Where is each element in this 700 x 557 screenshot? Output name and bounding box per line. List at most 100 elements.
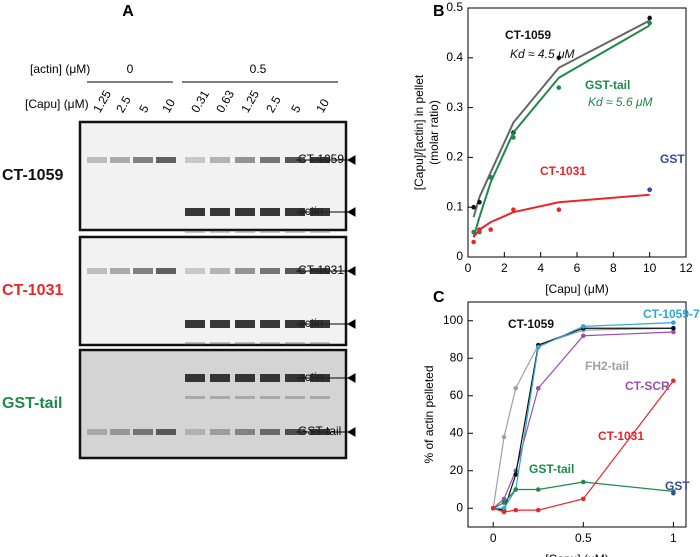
band [210, 429, 230, 435]
data-point [471, 229, 476, 235]
x-tick-label: 0 [490, 531, 497, 545]
y-tick-label: 0.4 [446, 50, 463, 64]
lane-label: 0.31 [188, 88, 212, 116]
band [110, 157, 130, 163]
group-label: 0.5 [250, 62, 267, 76]
gel-label: CT-1059 [2, 167, 63, 184]
band [185, 342, 205, 345]
lane-label: 1.25 [238, 88, 262, 116]
data-point [581, 479, 586, 485]
data-point [535, 487, 541, 492]
band [260, 320, 280, 328]
band [156, 429, 176, 435]
band [310, 208, 330, 216]
data-point [488, 227, 494, 232]
band [87, 157, 107, 163]
gel-label: CT-1031 [2, 282, 63, 299]
band [185, 374, 205, 382]
data-point [647, 187, 652, 193]
series-label: GST-tail [585, 78, 630, 92]
band [310, 320, 330, 328]
data-point [471, 239, 476, 245]
plot-frame [467, 301, 687, 528]
data-point [581, 496, 586, 502]
band [235, 208, 255, 216]
data-point [671, 320, 676, 325]
data-point [471, 204, 476, 210]
x-tick-label: 8 [610, 261, 617, 275]
plot-frame [467, 7, 687, 258]
data-point [581, 333, 586, 339]
band [285, 374, 305, 382]
data-point [671, 378, 676, 384]
x-tick-label: 2 [501, 261, 508, 275]
band [285, 230, 305, 233]
lane-label: 1.25 [90, 88, 114, 116]
data-point [513, 487, 519, 492]
band [260, 230, 280, 233]
data-point [535, 507, 541, 513]
band [210, 342, 230, 345]
band [133, 268, 153, 274]
data-point [671, 325, 676, 331]
lane-label: 10 [313, 96, 332, 115]
lane-label: 5 [288, 102, 304, 115]
band [260, 268, 280, 274]
band [110, 429, 130, 435]
lane-label: 0.63 [213, 88, 237, 116]
band [235, 268, 255, 274]
lane-label: 2.5 [263, 93, 284, 115]
lane-label: 5 [136, 102, 152, 115]
series-label: CT-1031 [540, 164, 586, 178]
series-label: GST-tail [529, 462, 574, 476]
band [235, 396, 255, 399]
data-point [501, 505, 507, 511]
y-tick-label: 0 [456, 500, 463, 514]
band [285, 157, 305, 163]
annotation: Kd ≈ 5.6 μM [588, 95, 653, 109]
band [310, 429, 330, 435]
y-tick-label: 40 [450, 425, 464, 439]
data-point [535, 344, 541, 350]
y-axis-label: [Capu]/[actin] in pellet [412, 74, 426, 190]
band [260, 429, 280, 435]
series-line [492, 327, 674, 509]
data-point [647, 20, 652, 26]
band [185, 268, 205, 274]
series-label: GST [660, 152, 685, 166]
data-point [501, 509, 507, 515]
data-point [556, 55, 562, 61]
data-point [511, 135, 516, 140]
x-tick-label: 0 [465, 261, 472, 275]
series-line [492, 331, 674, 509]
series-label: CT-1059-706A [643, 307, 700, 321]
data-point [513, 472, 519, 477]
x-tick-label: 4 [537, 261, 544, 275]
band [235, 157, 255, 163]
band [210, 374, 230, 382]
band [260, 374, 280, 382]
y-tick-label: 0.3 [446, 100, 463, 114]
x-tick-label: 12 [679, 261, 693, 275]
band [310, 230, 330, 233]
band [260, 208, 280, 216]
band [210, 208, 230, 216]
data-point [556, 207, 562, 212]
y-tick-label: 0.2 [446, 150, 463, 164]
band [110, 268, 130, 274]
data-point [477, 227, 482, 232]
y-tick-label: 0.1 [446, 199, 463, 213]
x-tick-label: 6 [574, 261, 581, 275]
band [235, 320, 255, 328]
band [210, 396, 230, 399]
x-axis-label: [Capu] (μM) [545, 282, 609, 296]
band [87, 268, 107, 274]
series-line [492, 481, 674, 509]
series-label: CT-SCR [625, 379, 670, 393]
x-tick-label: 1 [670, 531, 677, 545]
data-point [513, 385, 519, 391]
band [210, 230, 230, 233]
band [285, 429, 305, 435]
data-point [671, 329, 676, 335]
x-axis-label: [Capu] (μM) [545, 552, 609, 557]
